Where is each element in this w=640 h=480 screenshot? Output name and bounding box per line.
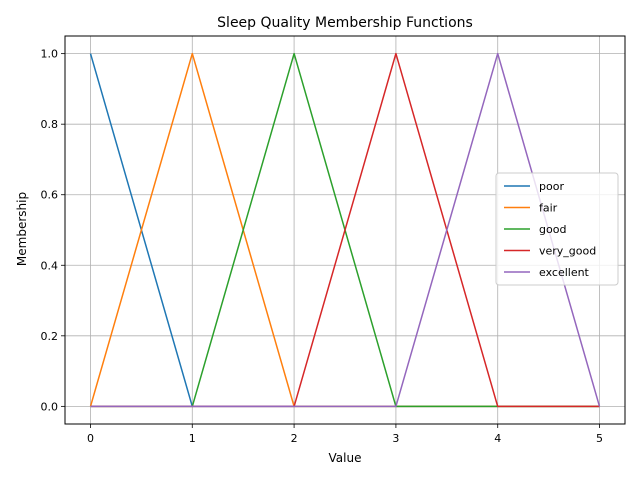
y-tick-label: 0.6 bbox=[41, 189, 59, 202]
y-tick-label: 0.2 bbox=[41, 330, 59, 343]
x-tick-label: 1 bbox=[189, 432, 196, 445]
series-lines bbox=[89, 52, 601, 408]
x-tick-label: 2 bbox=[291, 432, 298, 445]
legend-label-excellent: excellent bbox=[539, 266, 590, 279]
x-tick-label: 4 bbox=[494, 432, 501, 445]
x-axis-label: Value bbox=[329, 451, 362, 465]
y-axis-label: Membership bbox=[15, 192, 29, 266]
x-tick-label: 0 bbox=[87, 432, 94, 445]
y-tick-label: 0.4 bbox=[41, 259, 59, 272]
chart-title: Sleep Quality Membership Functions bbox=[217, 15, 473, 31]
legend-label-very-good: very_good bbox=[539, 245, 596, 258]
legend-label-good: good bbox=[539, 223, 566, 236]
x-tick-label: 3 bbox=[392, 432, 399, 445]
legend-box bbox=[495, 172, 619, 286]
legend: poor fair good very_good excellent bbox=[495, 172, 619, 286]
plot-frame bbox=[64, 35, 626, 425]
y-tick-label: 0.0 bbox=[41, 400, 59, 413]
y-tick-label: 0.8 bbox=[41, 118, 59, 131]
legend-label-poor: poor bbox=[539, 180, 564, 193]
x-tick-label: 5 bbox=[596, 432, 603, 445]
y-tick-label: 1.0 bbox=[41, 48, 59, 61]
ticks: 0 1 2 3 4 5 0.0 0.2 0.4 0.6 0.8 1.0 bbox=[41, 48, 604, 445]
legend-label-fair: fair bbox=[539, 202, 558, 215]
series-line-excellent bbox=[90, 52, 601, 408]
